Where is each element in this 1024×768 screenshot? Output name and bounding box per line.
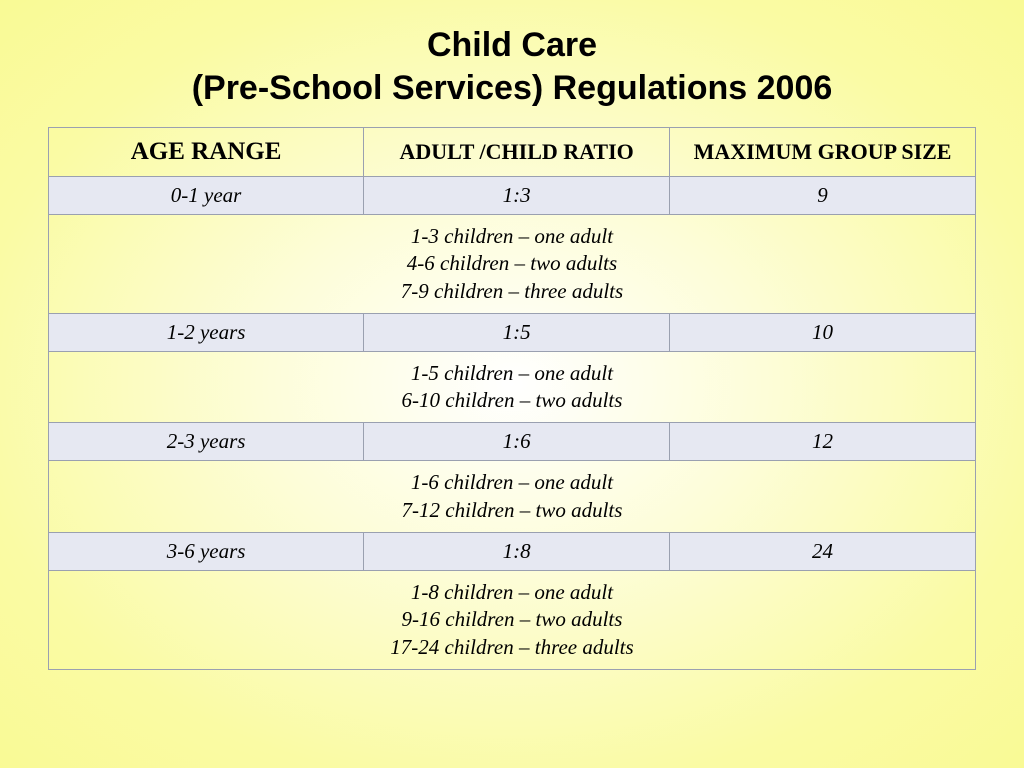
table-detail-row: 1-3 children – one adult4-6 children – t… — [49, 215, 976, 314]
title-line-2: (Pre-School Services) Regulations 2006 — [192, 69, 833, 107]
page-title: Child Care (Pre-School Services) Regulat… — [48, 24, 976, 109]
detail-line: 7-12 children – two adults — [57, 497, 967, 524]
detail-line: 1-5 children – one adult — [57, 360, 967, 387]
col-header-age-range: AGE RANGE — [49, 128, 364, 177]
table-detail-row: 1-6 children – one adult7-12 children – … — [49, 461, 976, 533]
col-header-ratio: ADULT /CHILD RATIO — [364, 128, 670, 177]
table-detail-row: 1-5 children – one adult6-10 children – … — [49, 351, 976, 423]
title-line-1: Child Care — [427, 26, 597, 64]
detail-line: 6-10 children – two adults — [57, 387, 967, 414]
table-row: 1-2 years1:510 — [49, 313, 976, 351]
cell-ratio: 1:8 — [364, 533, 670, 571]
cell-ratio: 1:5 — [364, 313, 670, 351]
detail-line: 9-16 children – two adults — [57, 606, 967, 633]
cell-max-group: 9 — [670, 177, 976, 215]
cell-age-range: 0-1 year — [49, 177, 364, 215]
detail-line: 17-24 children – three adults — [57, 634, 967, 661]
cell-details: 1-6 children – one adult7-12 children – … — [49, 461, 976, 533]
cell-details: 1-5 children – one adult6-10 children – … — [49, 351, 976, 423]
cell-details: 1-8 children – one adult9-16 children – … — [49, 571, 976, 670]
cell-age-range: 1-2 years — [49, 313, 364, 351]
regulations-table: AGE RANGE ADULT /CHILD RATIO MAXIMUM GRO… — [48, 127, 976, 670]
table-header-row: AGE RANGE ADULT /CHILD RATIO MAXIMUM GRO… — [49, 128, 976, 177]
col-header-max-group: MAXIMUM GROUP SIZE — [670, 128, 976, 177]
table-row: 0-1 year1:39 — [49, 177, 976, 215]
detail-line: 1-6 children – one adult — [57, 469, 967, 496]
cell-max-group: 10 — [670, 313, 976, 351]
detail-line: 1-3 children – one adult — [57, 223, 967, 250]
detail-line: 4-6 children – two adults — [57, 250, 967, 277]
detail-line: 7-9 children – three adults — [57, 278, 967, 305]
cell-max-group: 24 — [670, 533, 976, 571]
cell-ratio: 1:6 — [364, 423, 670, 461]
table-body: 0-1 year1:391-3 children – one adult4-6 … — [49, 177, 976, 670]
cell-details: 1-3 children – one adult4-6 children – t… — [49, 215, 976, 314]
detail-line: 1-8 children – one adult — [57, 579, 967, 606]
cell-max-group: 12 — [670, 423, 976, 461]
cell-ratio: 1:3 — [364, 177, 670, 215]
table-detail-row: 1-8 children – one adult9-16 children – … — [49, 571, 976, 670]
cell-age-range: 2-3 years — [49, 423, 364, 461]
cell-age-range: 3-6 years — [49, 533, 364, 571]
table-row: 2-3 years1:612 — [49, 423, 976, 461]
table-row: 3-6 years1:824 — [49, 533, 976, 571]
